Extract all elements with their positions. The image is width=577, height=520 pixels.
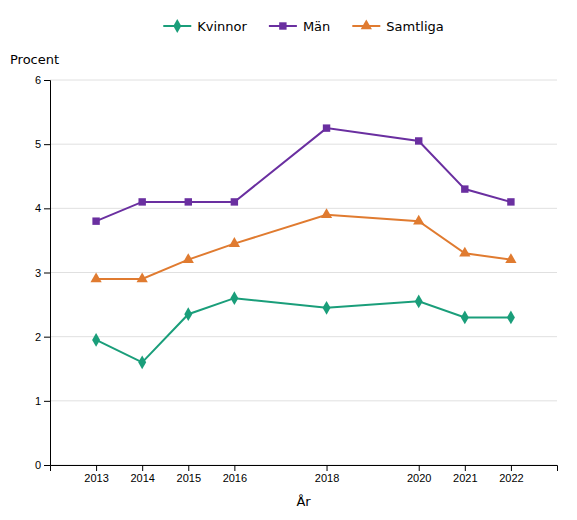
x-tick: 2013 xyxy=(84,465,108,484)
y-tick-label: 4 xyxy=(35,202,41,214)
y-tick: 4 xyxy=(35,202,50,214)
series-marker xyxy=(413,215,424,225)
y-axis-label: Procent xyxy=(10,52,59,67)
x-tick-mark xyxy=(96,465,97,471)
series-marker xyxy=(183,253,194,263)
series-marker xyxy=(137,272,148,282)
y-tick-mark xyxy=(44,273,50,274)
x-axis: 2013 2014 2015 2016 2018 2020 2021 2022 xyxy=(51,465,558,484)
y-tick-label: 1 xyxy=(35,395,41,407)
y-axis: 0 1 2 3 4 5 6 xyxy=(35,74,51,471)
series-marker xyxy=(323,301,331,315)
legend-marker xyxy=(173,19,181,33)
series-group xyxy=(90,124,516,369)
legend-label: Kvinnor xyxy=(197,19,247,34)
y-tick-mark xyxy=(44,80,50,81)
y-tick-label: 2 xyxy=(35,331,41,343)
y-tick-mark xyxy=(44,144,50,145)
x-tick-mark xyxy=(465,465,466,471)
series-marker xyxy=(507,311,515,325)
legend-item: Män xyxy=(269,19,330,34)
y-tick-mark xyxy=(44,401,50,402)
y-tick-mark xyxy=(44,465,50,466)
legend-item: Kvinnor xyxy=(163,19,247,34)
series-line xyxy=(96,215,511,279)
x-tick-mark xyxy=(142,465,143,471)
plot-area: 2013 2014 2015 2016 2018 2020 2021 2022 0 1 2 3 4 5 6 xyxy=(35,74,558,484)
y-tick-label: 0 xyxy=(35,459,41,471)
series-marker xyxy=(90,272,101,282)
series-marker xyxy=(185,198,192,205)
series-marker xyxy=(505,253,516,263)
x-tick-label: 2022 xyxy=(499,472,523,484)
y-axis-line xyxy=(44,81,51,466)
y-tick-mark xyxy=(44,337,50,338)
x-tick-label: 2013 xyxy=(84,472,108,484)
y-tick: 6 xyxy=(35,74,50,86)
grid-line xyxy=(50,80,557,81)
series-marker xyxy=(321,208,332,218)
legend-item: Samtliga xyxy=(352,19,443,34)
x-tick: 2016 xyxy=(223,465,247,484)
x-tick-label: 2021 xyxy=(453,472,477,484)
series-marker xyxy=(461,185,468,192)
x-tick: 2022 xyxy=(499,465,523,484)
series-marker xyxy=(138,198,145,205)
y-tick: 5 xyxy=(35,138,50,150)
series-marker xyxy=(415,137,422,144)
grid xyxy=(50,80,557,465)
x-tick: 2018 xyxy=(315,465,339,484)
legend-label: Män xyxy=(303,19,330,34)
x-tick: 2015 xyxy=(177,465,201,484)
chart: 2013 2014 2015 2016 2018 2020 2021 2022 0 1 2 3 4 5 6 Å… xyxy=(0,0,577,520)
grid-line xyxy=(50,400,557,401)
x-axis-label: År xyxy=(296,494,311,509)
y-tick: 2 xyxy=(35,331,50,343)
legend-marker xyxy=(279,22,286,29)
series-line xyxy=(96,298,511,362)
grid-line xyxy=(50,272,557,273)
series-marker xyxy=(92,333,100,347)
series-line xyxy=(96,128,511,221)
x-tick-mark xyxy=(327,465,328,471)
x-axis-line xyxy=(51,466,558,472)
series-marker xyxy=(323,124,330,131)
series-marker xyxy=(92,217,99,224)
legend-label: Samtliga xyxy=(386,19,443,34)
grid-line xyxy=(50,336,557,337)
y-tick-mark xyxy=(44,208,50,209)
x-tick: 2021 xyxy=(453,465,477,484)
x-tick-mark xyxy=(188,465,189,471)
x-tick-label: 2016 xyxy=(223,472,247,484)
x-tick-mark xyxy=(234,465,235,471)
x-tick: 2020 xyxy=(407,465,431,484)
series-marker xyxy=(229,237,240,247)
series-marker xyxy=(230,291,238,305)
series-marker xyxy=(415,294,423,308)
y-tick: 3 xyxy=(35,267,50,279)
series-marker xyxy=(231,198,238,205)
y-tick: 0 xyxy=(35,459,50,471)
series-marker xyxy=(461,311,469,325)
grid-line xyxy=(50,144,557,145)
series-marker xyxy=(184,307,192,321)
x-tick-label: 2018 xyxy=(315,472,339,484)
x-tick: 2014 xyxy=(130,465,154,484)
y-tick-label: 6 xyxy=(35,74,41,86)
series-marker xyxy=(138,355,146,369)
y-tick-label: 3 xyxy=(35,267,41,279)
x-tick-label: 2014 xyxy=(130,472,154,484)
series-marker xyxy=(459,247,470,257)
legend-marker xyxy=(361,19,372,29)
y-tick-label: 5 xyxy=(35,138,41,150)
x-tick-mark xyxy=(511,465,512,471)
x-tick-label: 2015 xyxy=(177,472,201,484)
x-tick-mark xyxy=(419,465,420,471)
x-tick-label: 2020 xyxy=(407,472,431,484)
series-marker xyxy=(507,198,514,205)
legend: Kvinnor Män Samtliga xyxy=(163,19,443,34)
y-tick: 1 xyxy=(35,395,50,407)
